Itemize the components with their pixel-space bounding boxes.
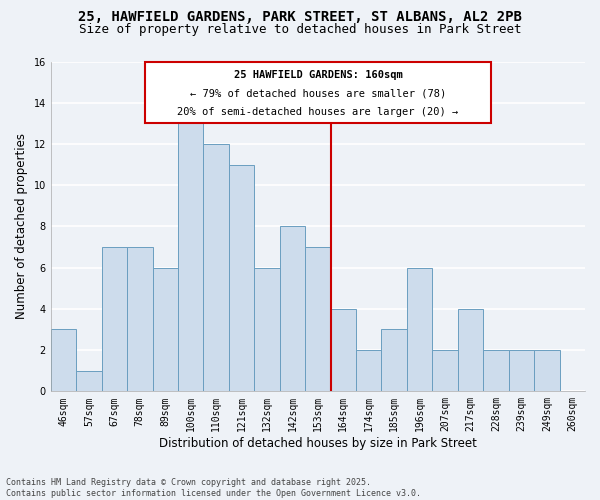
Bar xyxy=(178,124,203,392)
Bar xyxy=(254,268,280,392)
Bar xyxy=(203,144,229,392)
Bar xyxy=(280,226,305,392)
Bar xyxy=(152,268,178,392)
X-axis label: Distribution of detached houses by size in Park Street: Distribution of detached houses by size … xyxy=(159,437,477,450)
Bar xyxy=(483,350,509,392)
Bar xyxy=(229,164,254,392)
Text: Contains HM Land Registry data © Crown copyright and database right 2025.
Contai: Contains HM Land Registry data © Crown c… xyxy=(6,478,421,498)
Text: 25, HAWFIELD GARDENS, PARK STREET, ST ALBANS, AL2 2PB: 25, HAWFIELD GARDENS, PARK STREET, ST AL… xyxy=(78,10,522,24)
Bar xyxy=(458,309,483,392)
Bar xyxy=(356,350,382,392)
Bar xyxy=(433,350,458,392)
Bar xyxy=(382,330,407,392)
Bar xyxy=(127,247,152,392)
Bar xyxy=(407,268,433,392)
Bar xyxy=(509,350,534,392)
Bar xyxy=(534,350,560,392)
Bar xyxy=(331,309,356,392)
Bar xyxy=(305,247,331,392)
Bar xyxy=(101,247,127,392)
FancyBboxPatch shape xyxy=(145,62,491,124)
Text: Size of property relative to detached houses in Park Street: Size of property relative to detached ho… xyxy=(79,22,521,36)
Bar xyxy=(76,370,101,392)
Text: 20% of semi-detached houses are larger (20) →: 20% of semi-detached houses are larger (… xyxy=(177,107,458,117)
Y-axis label: Number of detached properties: Number of detached properties xyxy=(15,134,28,320)
Text: 25 HAWFIELD GARDENS: 160sqm: 25 HAWFIELD GARDENS: 160sqm xyxy=(233,70,402,80)
Bar xyxy=(51,330,76,392)
Text: ← 79% of detached houses are smaller (78): ← 79% of detached houses are smaller (78… xyxy=(190,88,446,99)
